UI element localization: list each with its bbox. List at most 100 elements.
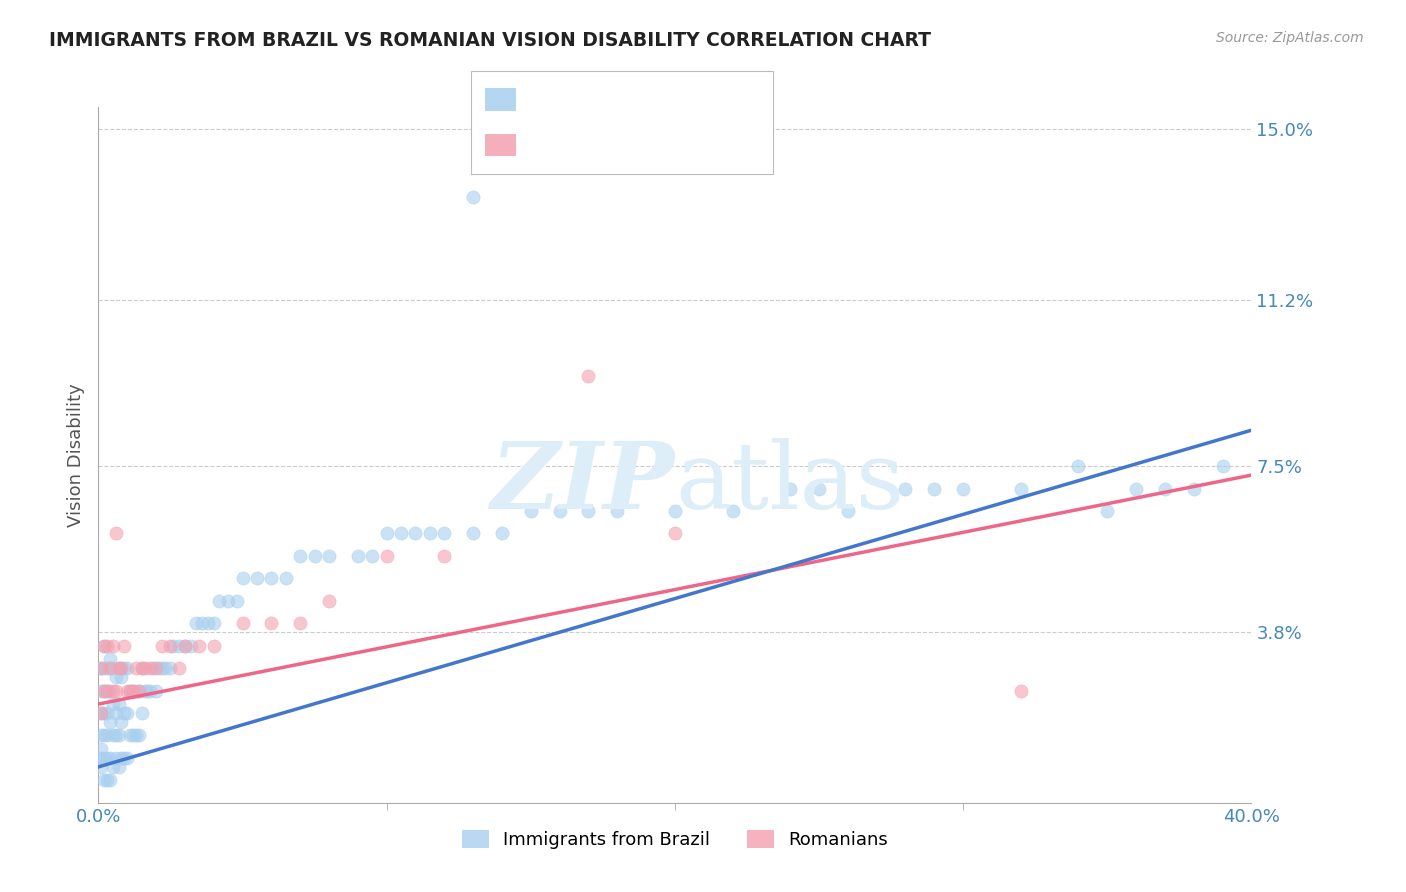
Point bbox=[93, 729, 115, 743]
Point bbox=[290, 616, 312, 631]
Point bbox=[93, 661, 115, 675]
Point bbox=[162, 639, 184, 653]
Point bbox=[145, 683, 167, 698]
Point bbox=[274, 571, 297, 585]
Point bbox=[578, 504, 600, 518]
Point bbox=[375, 549, 398, 563]
Point bbox=[101, 639, 124, 653]
Point bbox=[117, 683, 139, 698]
Point bbox=[101, 661, 124, 675]
Point bbox=[96, 661, 118, 675]
Point bbox=[231, 571, 254, 585]
Point bbox=[90, 760, 112, 774]
Point bbox=[346, 549, 368, 563]
Text: 111: 111 bbox=[679, 90, 717, 108]
Point bbox=[122, 729, 145, 743]
Point bbox=[139, 661, 162, 675]
Point bbox=[136, 683, 159, 698]
Point bbox=[405, 526, 427, 541]
Point bbox=[122, 683, 145, 698]
Point bbox=[112, 706, 135, 720]
Point bbox=[107, 729, 129, 743]
Point bbox=[139, 683, 162, 698]
Point bbox=[96, 729, 118, 743]
Point bbox=[128, 683, 150, 698]
Point bbox=[112, 639, 135, 653]
Point bbox=[174, 639, 197, 653]
Point bbox=[120, 683, 142, 698]
Point bbox=[104, 526, 127, 541]
Point bbox=[150, 639, 173, 653]
Point bbox=[664, 526, 686, 541]
Point bbox=[93, 639, 115, 653]
Text: Source: ZipAtlas.com: Source: ZipAtlas.com bbox=[1216, 31, 1364, 45]
Point bbox=[110, 751, 132, 765]
Point bbox=[101, 697, 124, 711]
Point bbox=[107, 760, 129, 774]
Point bbox=[1182, 482, 1205, 496]
Text: ZIP: ZIP bbox=[491, 438, 675, 528]
Point bbox=[104, 729, 127, 743]
Point bbox=[96, 639, 118, 653]
Point bbox=[779, 482, 801, 496]
Point bbox=[1125, 482, 1147, 496]
Point bbox=[167, 661, 190, 675]
Text: R =: R = bbox=[524, 136, 564, 153]
Point bbox=[96, 773, 118, 788]
Point bbox=[93, 773, 115, 788]
Point bbox=[107, 661, 129, 675]
Point bbox=[433, 526, 456, 541]
Point bbox=[419, 526, 441, 541]
Point bbox=[721, 504, 744, 518]
Text: R =: R = bbox=[524, 90, 564, 108]
Point bbox=[93, 683, 115, 698]
Text: N =: N = bbox=[637, 90, 676, 108]
Point bbox=[101, 760, 124, 774]
Text: atlas: atlas bbox=[675, 438, 904, 528]
Point bbox=[96, 751, 118, 765]
Point bbox=[117, 706, 139, 720]
Point bbox=[93, 706, 115, 720]
Point bbox=[808, 482, 831, 496]
Point bbox=[122, 683, 145, 698]
Point bbox=[96, 683, 118, 698]
Legend: Immigrants from Brazil, Romanians: Immigrants from Brazil, Romanians bbox=[454, 822, 896, 856]
Point bbox=[90, 661, 112, 675]
Point bbox=[96, 706, 118, 720]
Point bbox=[117, 661, 139, 675]
Point bbox=[134, 661, 156, 675]
Point bbox=[433, 549, 456, 563]
Point bbox=[924, 482, 946, 496]
Point bbox=[202, 616, 225, 631]
Point bbox=[202, 639, 225, 653]
Point bbox=[180, 639, 202, 653]
Point bbox=[101, 729, 124, 743]
Y-axis label: Vision Disability: Vision Disability bbox=[66, 383, 84, 527]
Point bbox=[125, 661, 148, 675]
Point bbox=[894, 482, 917, 496]
Point bbox=[90, 742, 112, 756]
Point bbox=[104, 670, 127, 684]
Point bbox=[104, 683, 127, 698]
Text: 0.453: 0.453 bbox=[567, 90, 623, 108]
Point bbox=[246, 571, 269, 585]
Point bbox=[98, 751, 121, 765]
Point bbox=[491, 526, 513, 541]
Point bbox=[98, 773, 121, 788]
Point bbox=[197, 616, 219, 631]
Point bbox=[361, 549, 384, 563]
Point bbox=[167, 639, 190, 653]
Point bbox=[186, 616, 208, 631]
Point bbox=[153, 661, 176, 675]
Point bbox=[375, 526, 398, 541]
Point bbox=[1067, 459, 1090, 474]
Point bbox=[290, 549, 312, 563]
Point bbox=[93, 639, 115, 653]
Point bbox=[191, 616, 214, 631]
Point bbox=[93, 683, 115, 698]
Point bbox=[98, 683, 121, 698]
Point bbox=[120, 729, 142, 743]
Point bbox=[837, 504, 859, 518]
Point bbox=[1010, 683, 1032, 698]
Point bbox=[134, 683, 156, 698]
